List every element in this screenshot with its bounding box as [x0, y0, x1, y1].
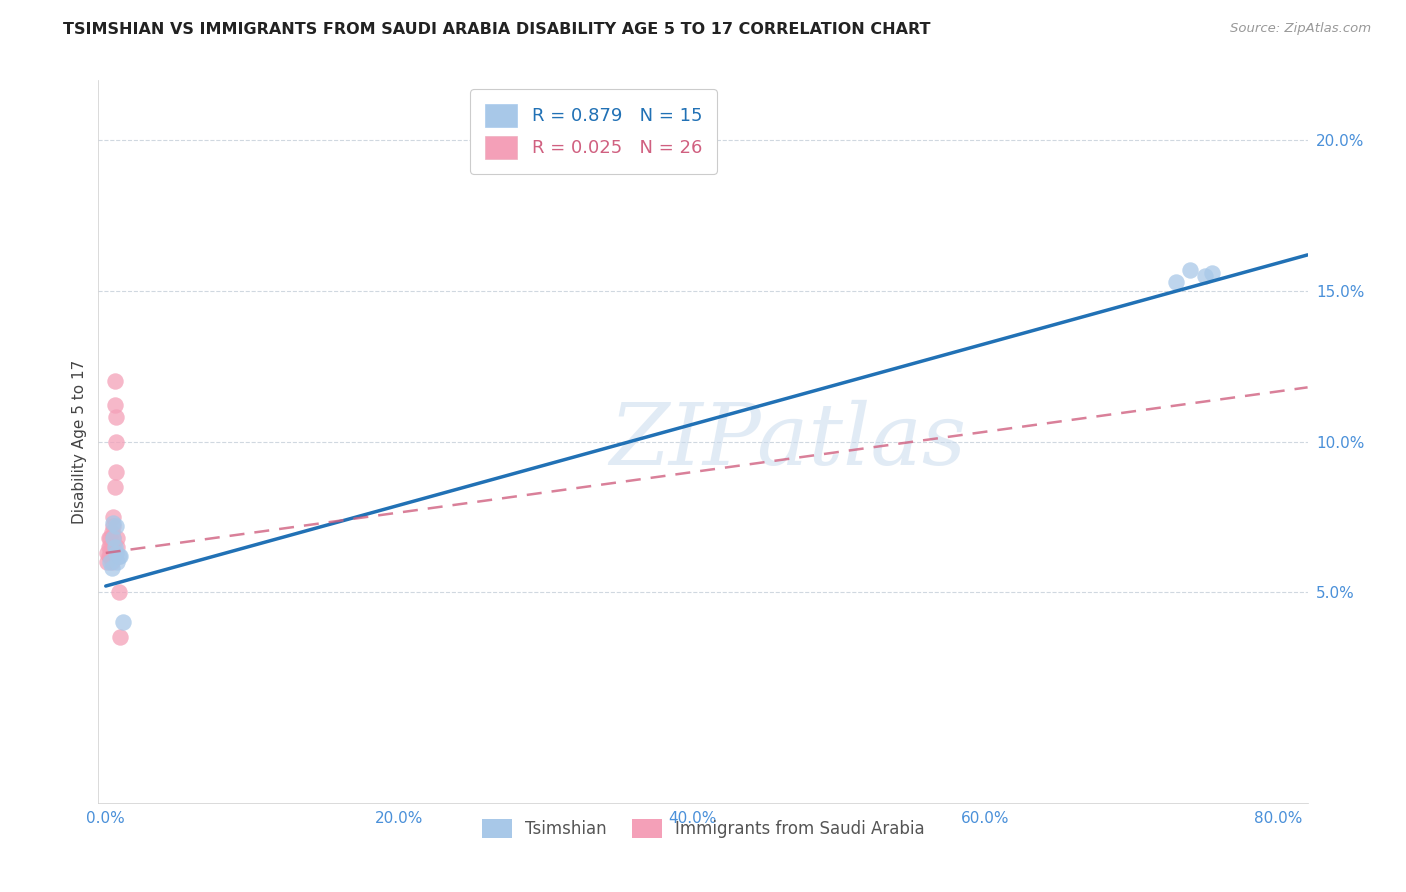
Point — [105, 434, 128, 449]
Point — [100, 540, 122, 554]
Point — [110, 630, 132, 644]
Point — [96, 546, 118, 560]
Y-axis label: Disability Age 5 to 17: Disability Age 5 to 17 — [72, 359, 87, 524]
Point — [108, 549, 131, 563]
Point — [105, 546, 128, 560]
Point — [105, 518, 128, 533]
Point — [103, 398, 125, 412]
Point — [100, 555, 122, 569]
Point — [101, 518, 124, 533]
Point — [107, 555, 129, 569]
Point — [105, 410, 128, 425]
Text: Source: ZipAtlas.com: Source: ZipAtlas.com — [1230, 22, 1371, 36]
Point — [98, 540, 121, 554]
Point — [98, 531, 121, 545]
Point — [101, 509, 124, 524]
Point — [1164, 275, 1187, 289]
Point — [100, 546, 122, 560]
Point — [103, 480, 125, 494]
Point — [103, 374, 125, 388]
Point — [98, 549, 121, 563]
Point — [103, 540, 125, 554]
Point — [97, 549, 120, 563]
Point — [108, 585, 131, 599]
Text: TSIMSHIAN VS IMMIGRANTS FROM SAUDI ARABIA DISABILITY AGE 5 TO 17 CORRELATION CHA: TSIMSHIAN VS IMMIGRANTS FROM SAUDI ARABI… — [63, 22, 931, 37]
Point — [97, 540, 120, 554]
Point — [1201, 266, 1223, 280]
Point — [101, 540, 124, 554]
Text: ZIPatlas: ZIPatlas — [609, 401, 966, 483]
Point — [107, 540, 129, 554]
Point — [97, 531, 120, 545]
Point — [110, 549, 132, 563]
Legend: Tsimshian, Immigrants from Saudi Arabia: Tsimshian, Immigrants from Saudi Arabia — [475, 813, 931, 845]
Point — [101, 531, 124, 545]
Point — [1180, 263, 1202, 277]
Point — [101, 516, 124, 530]
Point — [105, 465, 128, 479]
Point — [96, 555, 118, 569]
Point — [1194, 268, 1216, 283]
Point — [100, 561, 122, 575]
Point — [107, 531, 129, 545]
Point — [100, 524, 122, 539]
Point — [101, 531, 124, 545]
Point — [112, 615, 135, 630]
Point — [98, 555, 121, 569]
